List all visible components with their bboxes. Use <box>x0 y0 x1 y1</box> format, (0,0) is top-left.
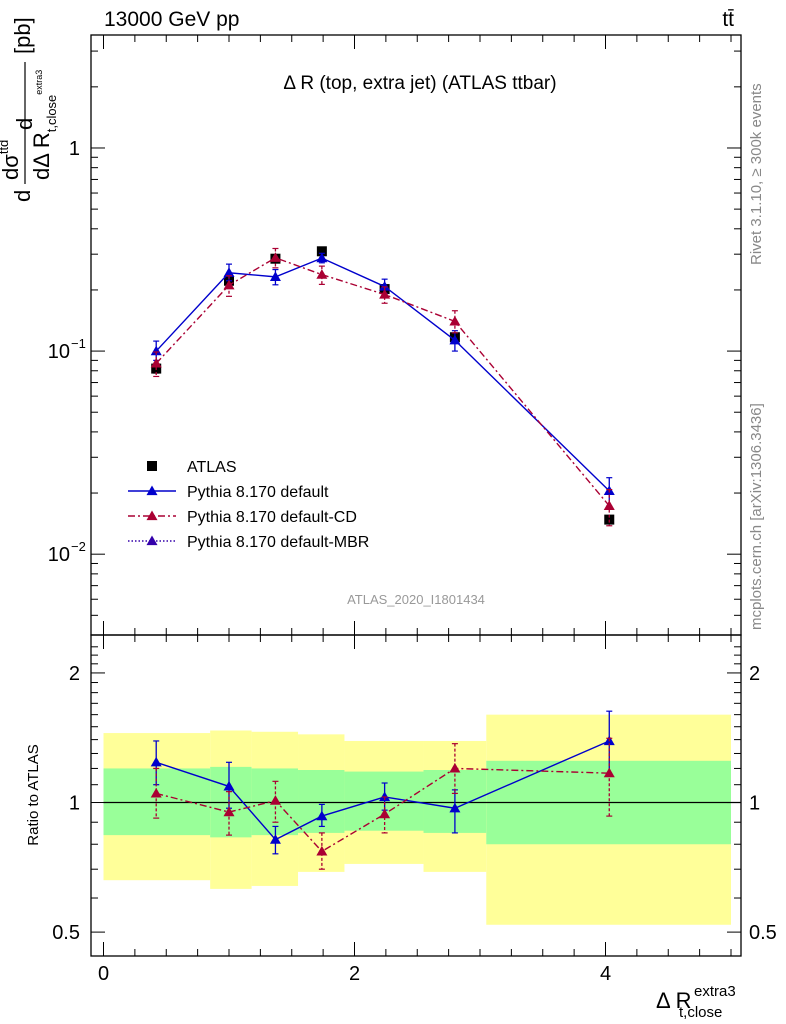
ratio-xtick-label-2: 4 <box>600 963 611 985</box>
ratio-x-axis: 0 2 4 <box>98 635 732 985</box>
main-panel: 10 −210 −11 Δ R (top, extra jet) (ATLAS tt… <box>48 34 742 636</box>
main-point-1-1 <box>223 267 235 277</box>
ratio-uncertainty-bands <box>103 714 741 925</box>
analysis-watermark: ATLAS_2020_I1801434 <box>347 592 485 607</box>
mcplots-label: mcplots.cern.ch [arXiv:1306.3436] <box>748 403 765 630</box>
ratio-point-0-5 <box>449 802 461 813</box>
legend-marker-0 <box>147 461 157 471</box>
main-ytick-label-0: 10 <box>48 544 70 566</box>
ratio-point-1-0 <box>150 787 162 798</box>
ratio-frame <box>90 634 742 957</box>
legend-marker-1 <box>146 485 158 496</box>
main-y-axis-label-group: d dσttd dΔ Rt,closeextra3 [pb] <box>0 17 59 202</box>
x-axis-label-sub: t,close <box>679 1004 722 1021</box>
main-x-ticks <box>103 35 732 635</box>
main-ytick-exp-0: −2 <box>71 539 86 554</box>
main-ytick-label-2: 1 <box>69 138 80 160</box>
legend: ATLAS Pythia 8.170 default Pythia 8.170 de… <box>128 459 369 551</box>
main-point-1-5 <box>449 334 461 345</box>
x-axis-label-sup: extra3 <box>694 983 736 1000</box>
ratio-point-1-2 <box>269 795 281 805</box>
main-point-1-4 <box>379 280 391 291</box>
header-left: 13000 GeV pp <box>104 8 239 31</box>
main-point-2-5 <box>449 315 461 326</box>
ratio-xtick-label-0: 0 <box>98 963 109 985</box>
main-point-2-0 <box>150 357 162 368</box>
main-point-2-4 <box>379 288 391 299</box>
ratio-point-1-5 <box>449 762 461 773</box>
ratio-point-0-4 <box>379 791 391 802</box>
legend-label-3: Pythia 8.170 default-MBR <box>187 534 369 551</box>
ratio-y-axis: 0.5 0.5 1 1 2 2 <box>52 646 777 944</box>
legend-label-1: Pythia 8.170 default <box>187 484 329 501</box>
x-axis-label: Δ R <box>656 988 691 1013</box>
ratio-point-1-4 <box>379 808 391 819</box>
main-point-2-1 <box>223 279 235 290</box>
plot-title: Δ R (top, extra jet) (ATLAS ttbar) <box>283 73 556 94</box>
ratio-point-1-6 <box>603 767 615 778</box>
main-point-1-2 <box>269 271 281 281</box>
y-label-unit: [pb] <box>10 17 35 54</box>
ratio-point-0-3 <box>316 810 328 821</box>
rivet-label: Rivet 3.1.10, ≥ 300k events <box>748 83 765 265</box>
ratio-panel: 0.5 0.5 1 1 2 2 0 2 4 <box>52 634 777 985</box>
legend-label-0: ATLAS <box>187 459 237 476</box>
ratio-ytick-label-right-1: 1 <box>749 793 760 815</box>
main-point-2-2 <box>269 252 281 262</box>
ratio-point-0-2 <box>269 834 281 844</box>
ratio-ytick-label-left-2: 2 <box>69 663 80 685</box>
main-point-2-3 <box>316 269 328 279</box>
main-point-0-3 <box>316 246 327 257</box>
ratio-point-0-0 <box>150 756 162 767</box>
ratio-xtick-label-1: 2 <box>349 963 360 985</box>
ratio-ytick-label-right-2: 2 <box>749 663 760 685</box>
y-label-denominator: dΔ Rt,closeextra3 <box>29 70 59 180</box>
main-ytick-exp-1: −1 <box>71 336 86 351</box>
ratio-point-1-3 <box>316 845 328 856</box>
ratio-point-1-1 <box>223 806 235 817</box>
y-label-leading-d: d <box>10 190 35 202</box>
ratio-ytick-label-right-0: 0.5 <box>749 922 777 944</box>
legend-label-2: Pythia 8.170 default-CD <box>187 509 357 526</box>
main-ytick-label-1: 10 <box>48 341 70 363</box>
main-point-2-6 <box>603 500 615 510</box>
ratio-data-marks <box>150 710 615 870</box>
legend-marker-2 <box>146 510 158 521</box>
ratio-y-axis-label: Ratio to ATLAS <box>25 744 42 845</box>
ratio-ytick-label-left-0: 0.5 <box>52 922 80 944</box>
main-y-axis: 10 −210 −11 <box>48 50 741 636</box>
y-label-numerator: dσttd <box>0 140 23 180</box>
header-right: tt̄ <box>722 8 734 31</box>
main-point-1-3 <box>316 252 328 263</box>
main-point-1-0 <box>150 345 162 356</box>
ratio-point-0-1 <box>223 780 235 791</box>
ratio-ytick-label-left-1: 1 <box>69 793 80 815</box>
main-data-marks <box>150 246 615 527</box>
legend-marker-3 <box>146 535 158 546</box>
